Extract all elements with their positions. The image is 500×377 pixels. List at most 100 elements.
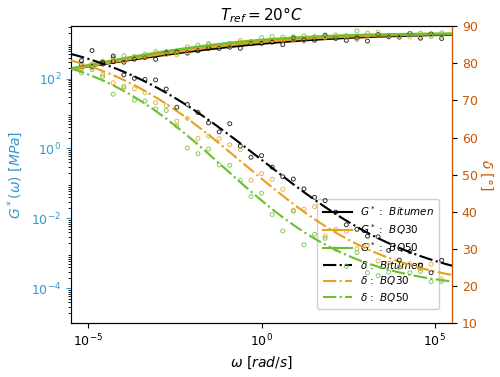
Point: [152, 49, 160, 55]
Point: [396, 257, 404, 263]
Point: [258, 40, 266, 46]
Point: [268, 33, 276, 39]
Point: [215, 129, 223, 135]
Point: [173, 49, 181, 55]
Point: [416, 33, 424, 39]
Point: [236, 37, 244, 43]
Point: [98, 61, 106, 67]
Point: [78, 58, 86, 64]
Point: [310, 194, 318, 200]
Point: [438, 276, 446, 282]
Point: [162, 86, 170, 92]
Point: [321, 198, 329, 204]
Point: [184, 101, 192, 107]
Point: [384, 247, 392, 253]
Point: [332, 35, 340, 41]
Point: [396, 34, 404, 40]
Point: [321, 33, 329, 39]
Point: [310, 204, 318, 210]
Point: [364, 270, 372, 276]
Point: [88, 65, 96, 71]
Point: [184, 51, 192, 57]
Point: [300, 33, 308, 39]
Point: [258, 35, 266, 41]
Point: [321, 32, 329, 38]
Point: [109, 55, 117, 61]
Point: [109, 59, 117, 65]
Point: [353, 246, 361, 252]
Point: [204, 120, 212, 126]
Point: [438, 35, 446, 41]
Point: [416, 30, 424, 36]
Point: [194, 48, 202, 54]
Point: [120, 58, 128, 64]
Title: $T_{ref} = 20°C$: $T_{ref} = 20°C$: [220, 6, 303, 25]
Point: [204, 146, 212, 152]
Point: [194, 109, 202, 115]
Point: [98, 59, 106, 65]
Point: [215, 45, 223, 51]
Point: [120, 83, 128, 89]
Point: [215, 136, 223, 142]
X-axis label: $\omega \ [rad/s]$: $\omega \ [rad/s]$: [230, 355, 293, 371]
Point: [416, 268, 424, 274]
Point: [130, 86, 138, 92]
Point: [109, 80, 117, 86]
Point: [173, 50, 181, 56]
Point: [353, 226, 361, 232]
Point: [342, 222, 350, 228]
Point: [438, 278, 446, 284]
Point: [342, 228, 350, 234]
Point: [384, 34, 392, 40]
Point: [427, 32, 435, 38]
Point: [204, 41, 212, 48]
Point: [247, 38, 255, 44]
Point: [364, 30, 372, 36]
Point: [406, 248, 414, 254]
Point: [332, 32, 340, 38]
Point: [300, 206, 308, 212]
Point: [247, 154, 255, 160]
Point: [427, 31, 435, 37]
Point: [173, 123, 181, 129]
Point: [226, 142, 234, 148]
Point: [247, 41, 255, 47]
Point: [162, 49, 170, 55]
Point: [290, 208, 298, 214]
Point: [88, 64, 96, 70]
Point: [310, 231, 318, 238]
Point: [406, 34, 414, 40]
Point: [258, 190, 266, 196]
Point: [353, 37, 361, 43]
Point: [78, 61, 86, 67]
Point: [130, 97, 138, 103]
Point: [384, 260, 392, 266]
Point: [374, 32, 382, 38]
Point: [278, 34, 286, 40]
Point: [236, 143, 244, 149]
Point: [78, 66, 86, 72]
Point: [278, 186, 286, 192]
Point: [364, 233, 372, 239]
Y-axis label: $\delta \ [°]$: $\delta \ [°]$: [478, 159, 494, 190]
Point: [184, 50, 192, 56]
Point: [310, 37, 318, 43]
Y-axis label: $G^*(\omega) \ [MPa]$: $G^*(\omega) \ [MPa]$: [6, 130, 25, 219]
Point: [204, 45, 212, 51]
Point: [300, 37, 308, 43]
Point: [342, 263, 350, 269]
Point: [98, 72, 106, 78]
Point: [438, 257, 446, 264]
Point: [194, 151, 202, 157]
Point: [226, 40, 234, 46]
Point: [88, 62, 96, 68]
Point: [406, 31, 414, 37]
Point: [427, 279, 435, 285]
Point: [396, 34, 404, 40]
Point: [141, 54, 149, 60]
Point: [215, 43, 223, 49]
Point: [141, 90, 149, 96]
Point: [88, 48, 96, 54]
Point: [384, 269, 392, 275]
Point: [152, 100, 160, 106]
